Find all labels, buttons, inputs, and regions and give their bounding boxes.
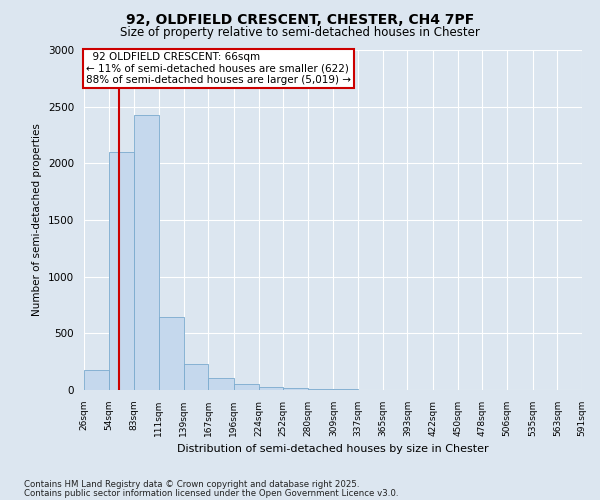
Bar (159, 318, 184, 390)
Text: Size of property relative to semi-detached houses in Chester: Size of property relative to semi-detach… (120, 26, 480, 39)
Bar (283, 388, 308, 390)
Y-axis label: Number of semi-detached properties: Number of semi-detached properties (32, 124, 43, 316)
Bar (234, 384, 259, 390)
Bar (259, 386, 283, 390)
X-axis label: Distribution of semi-detached houses by size in Chester: Distribution of semi-detached houses by … (177, 444, 489, 454)
Bar (208, 378, 234, 390)
Bar (308, 389, 334, 390)
Bar (184, 364, 208, 390)
Bar (134, 114, 159, 390)
Text: 92 OLDFIELD CRESCENT: 66sqm
← 11% of semi-detached houses are smaller (622)
88% : 92 OLDFIELD CRESCENT: 66sqm ← 11% of sem… (86, 52, 351, 85)
Bar (84, 370, 109, 390)
Text: Contains HM Land Registry data © Crown copyright and database right 2025.: Contains HM Land Registry data © Crown c… (24, 480, 359, 489)
Text: 92, OLDFIELD CRESCENT, CHESTER, CH4 7PF: 92, OLDFIELD CRESCENT, CHESTER, CH4 7PF (126, 12, 474, 26)
Bar (109, 152, 134, 390)
Text: Contains public sector information licensed under the Open Government Licence v3: Contains public sector information licen… (24, 489, 398, 498)
